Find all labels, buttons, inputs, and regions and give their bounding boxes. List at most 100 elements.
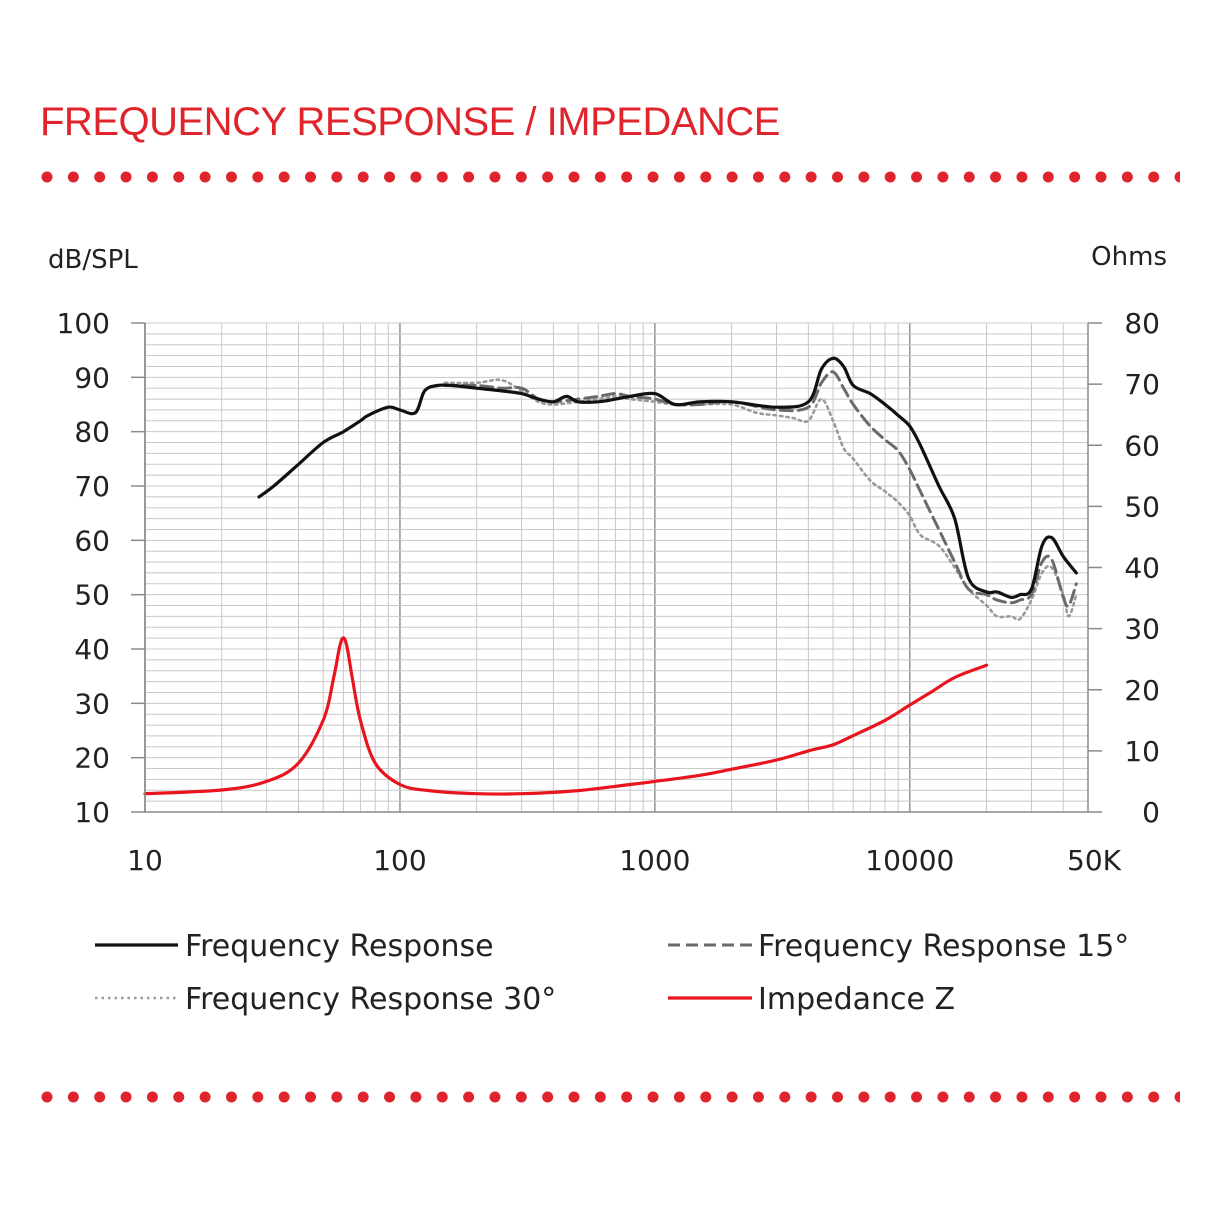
divider-dot bbox=[884, 1091, 896, 1103]
legend-label: Impedance Z bbox=[758, 982, 955, 1017]
chart-legend: Frequency Response Frequency Response 15°… bbox=[95, 929, 1129, 1017]
y-tick-label: 100 bbox=[57, 307, 110, 340]
divider-dot bbox=[1148, 171, 1160, 183]
divider-dot bbox=[621, 171, 633, 183]
divider-dot bbox=[173, 171, 185, 183]
divider-dot bbox=[911, 1091, 923, 1103]
divider-dot bbox=[120, 1091, 132, 1103]
divider-dot bbox=[673, 171, 685, 183]
y-tick-label: 50 bbox=[74, 579, 110, 612]
divider-dot bbox=[1069, 171, 1081, 183]
chart-series bbox=[143, 356, 1078, 796]
divider-dot bbox=[331, 1091, 343, 1103]
x-tick-label: 10 bbox=[127, 844, 163, 877]
divider-dot bbox=[252, 1091, 264, 1103]
divider-dot bbox=[1174, 171, 1180, 183]
divider-dot bbox=[1016, 1091, 1028, 1103]
divider-dot bbox=[94, 171, 106, 183]
divider-dot bbox=[410, 1091, 422, 1103]
x-tick-label: 50K bbox=[1067, 844, 1122, 877]
y2-tick-label: 10 bbox=[1124, 735, 1160, 768]
divider-dot bbox=[700, 171, 712, 183]
divider-dot bbox=[384, 171, 396, 183]
divider-dot bbox=[832, 1091, 843, 1103]
divider-dot bbox=[357, 171, 369, 183]
y-tick-label: 80 bbox=[74, 416, 110, 449]
legend-label: Frequency Response 30° bbox=[185, 982, 556, 1017]
divider-dot bbox=[963, 1091, 975, 1103]
divider-dot bbox=[726, 1091, 738, 1103]
divider-dot bbox=[225, 1091, 237, 1103]
divider-dot bbox=[726, 171, 738, 183]
divider-dot bbox=[384, 1091, 396, 1103]
divider-dot bbox=[146, 171, 158, 183]
divider-dot bbox=[1121, 1091, 1133, 1103]
y2-tick-label: 20 bbox=[1124, 674, 1160, 707]
divider-dot bbox=[41, 1091, 53, 1103]
divider-dot bbox=[858, 1091, 870, 1103]
divider-dot bbox=[990, 171, 1002, 183]
series-line-impedance-z bbox=[143, 636, 989, 796]
chart-axes: 1009080706050403020108070605040302010010… bbox=[48, 242, 1167, 877]
divider-dot bbox=[278, 1091, 290, 1103]
divider-dot bbox=[805, 171, 817, 183]
x-tick-label: 100 bbox=[373, 844, 426, 877]
series-line-frequency-response-15 bbox=[443, 370, 1078, 608]
divider-dot bbox=[621, 1091, 633, 1103]
divider-dot bbox=[779, 171, 791, 183]
y-axis-label: dB/SPL bbox=[48, 245, 138, 275]
y2-tick-label: 60 bbox=[1124, 429, 1160, 462]
x-tick-label: 1000 bbox=[619, 844, 690, 877]
x-tick-label: 10000 bbox=[865, 844, 954, 877]
divider-dot bbox=[515, 1091, 527, 1103]
divider-dot bbox=[94, 1091, 106, 1103]
divider-dot bbox=[884, 171, 896, 183]
y2-axis-label: Ohms bbox=[1091, 242, 1167, 272]
y2-tick-label: 80 bbox=[1124, 307, 1160, 340]
divider-dot bbox=[1042, 1091, 1054, 1103]
divider-dot bbox=[963, 171, 975, 183]
divider-dot bbox=[436, 1091, 448, 1103]
divider-dot bbox=[199, 1091, 211, 1103]
divider-dot bbox=[67, 1091, 79, 1103]
divider-dot bbox=[779, 1091, 791, 1103]
y2-tick-label: 40 bbox=[1124, 552, 1160, 585]
divider-dot bbox=[305, 1091, 316, 1103]
y-tick-label: 60 bbox=[74, 524, 110, 557]
divider-dot bbox=[463, 1091, 475, 1103]
y-tick-label: 40 bbox=[74, 633, 110, 666]
series-line-frequency-response-30 bbox=[443, 378, 1078, 622]
divider-dot bbox=[594, 171, 606, 183]
divider-dot bbox=[199, 171, 211, 183]
divider-dot bbox=[1095, 171, 1107, 183]
divider-dot bbox=[700, 1091, 712, 1103]
legend-label: Frequency Response 15° bbox=[758, 929, 1129, 964]
divider-dot bbox=[1148, 1091, 1160, 1103]
divider-dot bbox=[1016, 171, 1028, 183]
y2-tick-label: 50 bbox=[1124, 490, 1160, 523]
y2-tick-label: 30 bbox=[1124, 613, 1160, 646]
page-title: FREQUENCY RESPONSE / IMPEDANCE bbox=[40, 100, 780, 144]
divider-dot bbox=[357, 1091, 369, 1103]
divider-dot bbox=[937, 171, 949, 183]
divider-dot bbox=[752, 1091, 764, 1103]
y-tick-label: 10 bbox=[74, 796, 110, 829]
divider-dot bbox=[463, 171, 475, 183]
divider-dot bbox=[120, 171, 132, 183]
divider-dot bbox=[1121, 171, 1133, 183]
divider-dot bbox=[410, 171, 422, 183]
dotted-divider-bottom bbox=[41, 1091, 1180, 1103]
divider-dot bbox=[647, 171, 659, 183]
divider-dot bbox=[542, 171, 554, 183]
y2-tick-label: 70 bbox=[1124, 368, 1160, 401]
divider-dot bbox=[252, 171, 264, 183]
divider-dot bbox=[1042, 171, 1054, 183]
divider-dot bbox=[305, 171, 316, 183]
y2-tick-label: 0 bbox=[1142, 796, 1160, 829]
divider-dot bbox=[489, 171, 501, 183]
y-tick-label: 90 bbox=[74, 361, 110, 394]
dotted-divider-top bbox=[41, 171, 1180, 183]
y-tick-label: 30 bbox=[74, 687, 110, 720]
divider-dot bbox=[1069, 1091, 1081, 1103]
